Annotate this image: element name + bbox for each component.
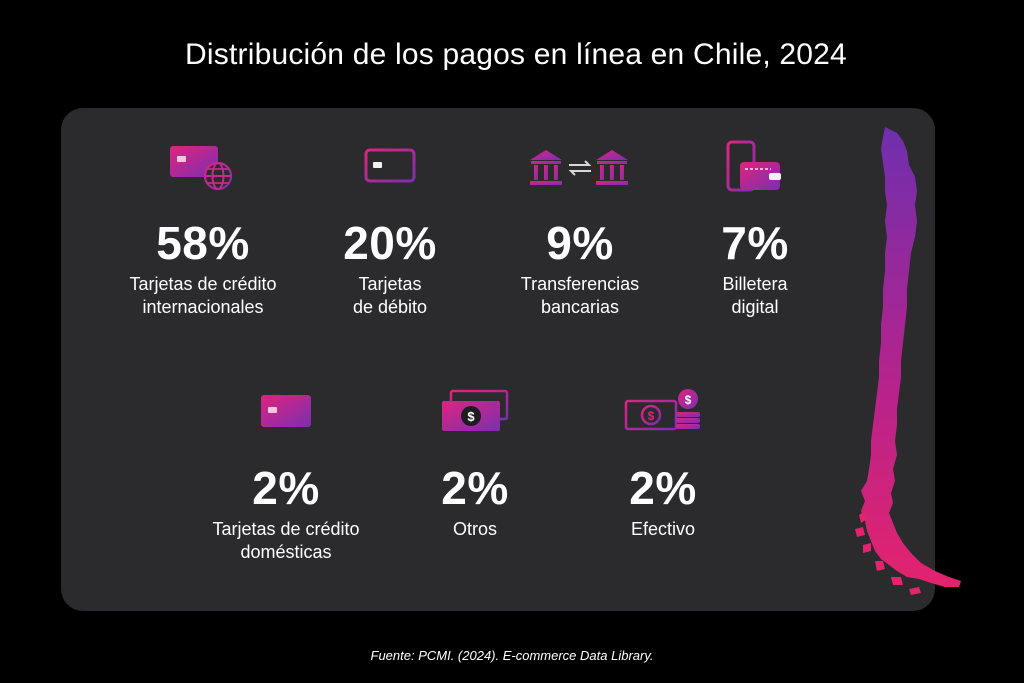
banknotes-icon: $ — [442, 389, 509, 431]
stat-others: $ 2% Otros — [405, 385, 545, 575]
stat-value: 7% — [721, 217, 789, 269]
stat-value: 2% — [252, 462, 320, 514]
stat-debit-cards: 20% Tarjetas de débito — [310, 140, 470, 330]
stat-value: 20% — [343, 217, 437, 269]
chile-map-illustration — [855, 127, 961, 595]
stat-label: Efectivo — [630, 519, 696, 539]
stat-label: Tarjetas de crédito internacionales — [129, 274, 277, 317]
svg-text:$: $ — [685, 393, 692, 407]
stat-value: 58% — [156, 217, 250, 269]
stat-value: 9% — [546, 217, 614, 269]
stat-domestic-credit-cards: 2% Tarjetas de crédito domésticas — [186, 385, 386, 575]
stat-cash: $ $ 2% Efectivo — [593, 385, 733, 575]
source-note: Fuente: PCMI. (2024). E-commerce Data Li… — [370, 648, 654, 663]
credit-card-globe-icon — [170, 146, 233, 191]
stat-label: Billetera digital — [722, 274, 788, 317]
debit-card-icon — [364, 148, 416, 183]
stat-value: 2% — [441, 462, 509, 514]
stat-value: 2% — [629, 462, 697, 514]
bank-transfer-icon — [530, 150, 628, 185]
credit-card-icon — [261, 395, 311, 427]
chart-title: Distribución de los pagos en línea en Ch… — [185, 38, 847, 71]
stat-label: Tarjetas de débito — [352, 274, 428, 317]
stat-label: Otros — [452, 519, 497, 539]
stats-panel — [61, 108, 935, 611]
stat-digital-wallet: 7% Billetera digital — [680, 140, 830, 330]
stat-international-credit-cards: 58% Tarjetas de crédito internacionales — [103, 140, 303, 330]
svg-text:$: $ — [467, 409, 475, 424]
stat-label: Tarjetas de crédito domésticas — [212, 519, 360, 562]
stat-bank-transfers: 9% Transferencias bancarias — [495, 140, 665, 330]
cash-coins-icon: $ $ — [624, 389, 700, 431]
stat-label: Transferencias bancarias — [520, 274, 640, 317]
svg-text:$: $ — [648, 409, 655, 423]
digital-wallet-icon — [726, 140, 781, 192]
